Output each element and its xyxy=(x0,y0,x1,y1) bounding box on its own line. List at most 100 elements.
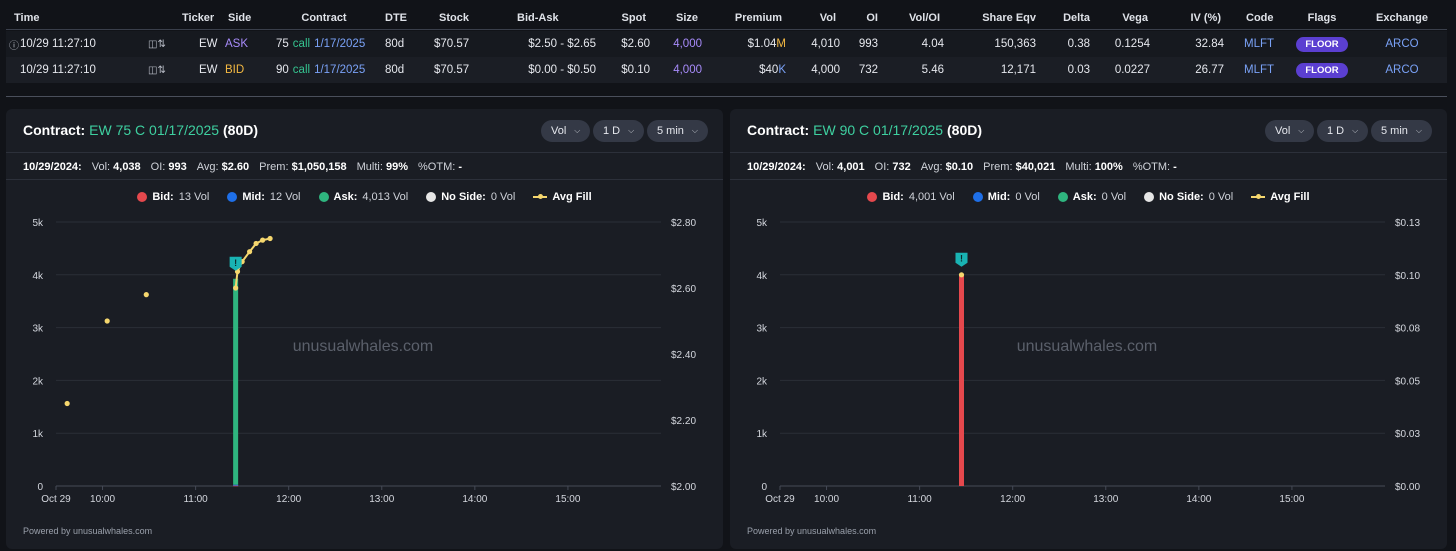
interval-dropdown[interactable]: 5 min ⌵ xyxy=(1371,120,1432,142)
col-ticker[interactable]: Ticker xyxy=(182,11,215,24)
col-dte[interactable]: DTE xyxy=(385,11,407,24)
table-header: Time Ticker Side Contract DTE Stock Bid-… xyxy=(6,6,1447,30)
oi-cell: 732 xyxy=(858,64,878,76)
legend-mid[interactable]: Mid: 0 Vol xyxy=(972,191,1040,203)
avg-fill-point xyxy=(143,292,149,298)
col-flags[interactable]: Flags xyxy=(1307,11,1337,24)
col-spot[interactable]: Spot xyxy=(621,11,646,24)
legend-noside[interactable]: No Side: 0 Vol xyxy=(1144,191,1233,203)
ticker-cell[interactable]: EW xyxy=(199,64,218,76)
contract-cell[interactable]: 75 call 1/17/2025 xyxy=(276,31,386,57)
flag-cell: FLOOR xyxy=(1296,57,1348,83)
col-iv[interactable]: IV (%) xyxy=(1190,11,1221,24)
col-oi[interactable]: OI xyxy=(866,11,878,24)
title-prefix: Contract: xyxy=(23,122,86,138)
avg-fill-point xyxy=(247,249,253,255)
alert-flag xyxy=(229,256,242,271)
legend-mid[interactable]: Mid: 12 Vol xyxy=(227,191,301,203)
col-delta[interactable]: Delta xyxy=(1063,11,1090,24)
legend-bid[interactable]: Bid: 13 Vol xyxy=(137,191,209,203)
legend-avg-fill[interactable]: Avg Fill xyxy=(1251,191,1310,203)
stat-value: 993 xyxy=(168,160,187,173)
range-dropdown[interactable]: 1 D ⌵ xyxy=(593,120,645,142)
avg-fill-point xyxy=(958,272,965,278)
info-icon[interactable]: ⓘ xyxy=(9,40,19,52)
x-tick-label: 11:00 xyxy=(907,494,932,505)
legend-noside[interactable]: No Side: 0 Vol xyxy=(426,191,515,203)
col-bid-ask[interactable]: Bid-Ask xyxy=(517,11,559,24)
col-contract[interactable]: Contract xyxy=(301,11,347,24)
contract-name[interactable]: EW 75 C 01/17/2025 xyxy=(89,122,220,138)
volume-chart[interactable]: 0 1k 2k 3k 4k 5k $2.00 $2.20 $2.40 $2.60 $2.80 Oct … xyxy=(6,209,723,509)
metric-dropdown[interactable]: Vol ⌵ xyxy=(541,120,591,142)
stat-label: Multi: xyxy=(356,160,383,173)
share-eqv-cell: 150,363 xyxy=(994,38,1036,50)
side-cell: ASK xyxy=(225,38,249,50)
premium-unit: M xyxy=(776,38,786,50)
legend-value: 12 Vol xyxy=(269,191,301,203)
metric-dropdown[interactable]: Vol ⌵ xyxy=(1265,120,1315,142)
col-vol-oi[interactable]: Vol/OI xyxy=(909,11,940,24)
stat-label: Vol: xyxy=(91,160,111,173)
col-vega[interactable]: Vega xyxy=(1122,11,1148,24)
code-cell[interactable]: MLFT xyxy=(1244,38,1275,50)
col-premium[interactable]: Premium xyxy=(734,11,782,24)
contract-name[interactable]: EW 90 C 01/17/2025 xyxy=(813,122,944,138)
stats-bar: 10/29/2024: Vol: 4,038 OI: 993 Avg: $2.6… xyxy=(6,154,723,180)
side-cell: BID xyxy=(225,64,245,76)
dte-label: (80D) xyxy=(223,122,259,138)
legend-label: Ask: xyxy=(1072,191,1097,203)
contract-cell[interactable]: 90 call 1/17/2025 xyxy=(276,57,386,83)
vega-cell: 0.0227 xyxy=(1114,64,1150,76)
y-tick-label: 4k xyxy=(32,271,44,282)
col-size[interactable]: Size xyxy=(675,11,698,24)
legend-ask[interactable]: Ask: 4,013 Vol xyxy=(318,191,408,203)
exchange-cell[interactable]: ARCO xyxy=(1385,38,1419,50)
col-exchange[interactable]: Exchange xyxy=(1376,11,1428,24)
x-tick-label: 13:00 xyxy=(1093,494,1118,505)
stat-multi: Multi: 99% xyxy=(357,161,408,173)
stat-label: OI: xyxy=(874,160,890,173)
trades-table: Time Ticker Side Contract DTE Stock Bid-… xyxy=(6,6,1447,84)
dte-cell: 80d xyxy=(385,38,405,50)
chevron-down-icon: ⌵ xyxy=(1298,126,1305,135)
volume-chart[interactable]: 0 1k 2k 3k 4k 5k $0.00 $0.03 $0.05 $0.08 $0.10 $0.1… xyxy=(730,209,1447,509)
col-share-eqv[interactable]: Share Eqv xyxy=(982,11,1036,24)
chart-swap-icon[interactable]: ◫⇅ xyxy=(148,64,166,76)
powered-by[interactable]: Powered by unusualwhales.com xyxy=(747,526,877,536)
ask-swatch xyxy=(1057,192,1068,202)
col-side[interactable]: Side xyxy=(228,11,252,24)
y-tick-label: 0 xyxy=(761,482,767,493)
legend-label: Avg Fill xyxy=(1270,191,1310,203)
stock-cell: $70.57 xyxy=(434,38,470,50)
table-row[interactable]: ⓘ 10/29 11:27:10 ◫⇅ EW ASK 75 call 1/17/… xyxy=(6,31,1447,57)
alert-marker-icon: ! xyxy=(229,256,242,271)
delta-cell: 0.03 xyxy=(1067,64,1090,76)
col-vol[interactable]: Vol xyxy=(819,11,836,24)
col-code[interactable]: Code xyxy=(1246,11,1274,24)
legend-bid[interactable]: Bid: 4,001 Vol xyxy=(867,191,955,203)
col-time[interactable]: Time xyxy=(14,11,40,24)
range-dropdown[interactable]: 1 D ⌵ xyxy=(1317,120,1369,142)
contract-chart-panel: Contract: EW 75 C 01/17/2025 (80D) Vol ⌵ … xyxy=(6,109,723,549)
legend-avg-fill[interactable]: Avg Fill xyxy=(533,191,592,203)
x-tick-label: 15:00 xyxy=(1279,494,1304,505)
col-stock[interactable]: Stock xyxy=(439,11,469,24)
chevron-down-icon: ⌵ xyxy=(1415,126,1422,135)
stat-avg: Avg: $0.10 xyxy=(921,161,973,173)
chart-swap-icon[interactable]: ◫⇅ xyxy=(148,38,166,50)
interval-dropdown[interactable]: 5 min ⌵ xyxy=(647,120,708,142)
exchange-cell[interactable]: ARCO xyxy=(1385,64,1419,76)
table-row[interactable]: 10/29 11:27:10 ◫⇅ EW BID 90 call 1/17/20… xyxy=(6,57,1447,83)
floor-badge: FLOOR xyxy=(1296,62,1348,78)
ticker-cell[interactable]: EW xyxy=(199,38,218,50)
vol-oi-cell: 4.04 xyxy=(921,38,944,50)
stat-oi: OI: 993 xyxy=(151,161,187,173)
dropdown-value: 1 D xyxy=(1327,125,1345,137)
panel-header: Contract: EW 90 C 01/17/2025 (80D) Vol ⌵ … xyxy=(730,109,1447,153)
stat-prem: Prem: $1,050,158 xyxy=(259,161,346,173)
code-cell[interactable]: MLFT xyxy=(1244,64,1275,76)
powered-by[interactable]: Powered by unusualwhales.com xyxy=(23,526,153,536)
legend-ask[interactable]: Ask: 0 Vol xyxy=(1057,191,1126,203)
share-eqv-cell: 12,171 xyxy=(1000,64,1036,76)
